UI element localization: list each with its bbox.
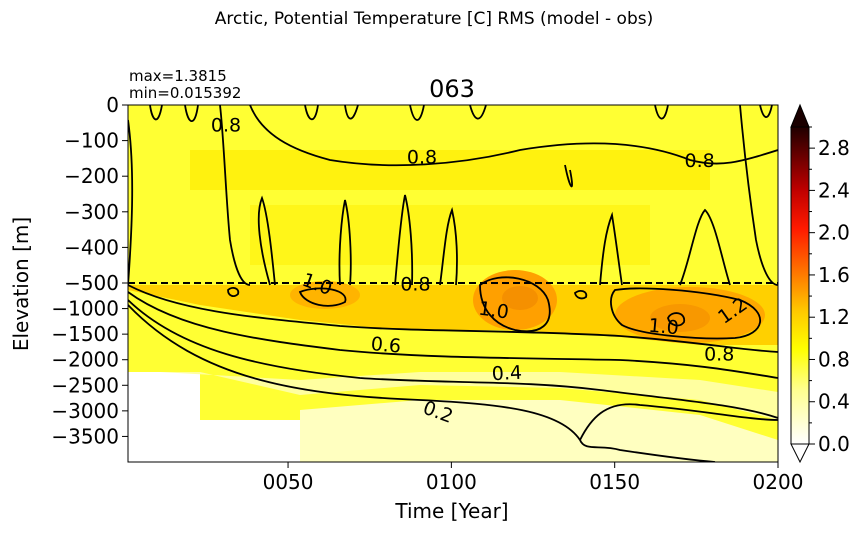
- y-tick-label: −1000: [51, 297, 119, 321]
- colorbar-tick-label: 1.6: [818, 263, 850, 287]
- contour-label: 0.8: [407, 147, 437, 169]
- y-tick-label: −3500: [51, 424, 119, 448]
- max-stat: max=1.3815: [129, 67, 227, 85]
- y-tick-label: −100: [64, 129, 119, 153]
- y-axis-ticks: 0 −100 −200 −300 −400 −500−1000−1500−2000−250…: [51, 93, 128, 448]
- y-axis-label: Elevation [m]: [9, 217, 33, 351]
- colorbar-extend-min: [790, 443, 810, 464]
- y-tick-label: −2500: [51, 373, 119, 397]
- y-tick-label: −500: [64, 271, 119, 295]
- y-tick-label: −1500: [51, 322, 119, 346]
- x-tick-label: 0100: [426, 470, 477, 494]
- y-tick-label: −3000: [51, 399, 119, 423]
- min-stat: min=0.015392: [129, 84, 241, 102]
- colorbar-tick-label: 0.8: [818, 347, 850, 371]
- colorbar-tick-label: 2.4: [818, 178, 850, 202]
- contour-label: 0.4: [491, 362, 522, 386]
- chart-title: 063: [429, 75, 475, 103]
- colorbar-tick-label: 2.0: [818, 221, 850, 245]
- x-tick-label: 0150: [589, 470, 640, 494]
- contour-label: 0.8: [211, 115, 241, 137]
- contour-label: 0.8: [704, 344, 734, 366]
- colorbar-ticks: 0.0 0.4 0.8 1.2 1.6 2.0 2.4 2.8: [809, 126, 850, 456]
- contour-label: 0.8: [684, 150, 714, 172]
- x-tick-label: 0200: [753, 470, 804, 494]
- y-tick-label: −2000: [51, 348, 119, 372]
- contour-label: 0.8: [400, 274, 430, 296]
- contour-labels: 0.80.8 0.81.0 0.81.01.0 1.20.6 0.80.40.2: [211, 115, 752, 428]
- contour-lines: [128, 105, 778, 462]
- y-tick-label: −400: [64, 235, 119, 259]
- y-tick-label: −200: [64, 164, 119, 188]
- y-tick-label: −300: [64, 200, 119, 224]
- figure-suptitle: Arctic, Potential Temperature [C] RMS (m…: [215, 9, 654, 29]
- colorbar-tick-label: 2.8: [818, 136, 850, 160]
- x-tick-label: 0050: [263, 470, 314, 494]
- contour-label: 0.6: [370, 333, 402, 358]
- colorbar-tick-label: 0.0: [818, 432, 850, 456]
- colorbar-tick-label: 1.2: [818, 305, 850, 329]
- x-axis-label: Time [Year]: [394, 499, 508, 523]
- colorbar-gradient: [791, 127, 809, 444]
- contour-label: 1.0: [477, 298, 510, 324]
- colorbar-extend-max: [790, 103, 810, 128]
- y-tick-label: 0: [106, 93, 119, 117]
- colorbar-tick-label: 0.4: [818, 390, 850, 414]
- colorbar: 0.0 0.4 0.8 1.2 1.6 2.0 2.4 2.8: [790, 103, 850, 464]
- contour-label: 1.0: [648, 315, 680, 340]
- x-axis-ticks: 0050 0100 0150 0200: [263, 462, 804, 494]
